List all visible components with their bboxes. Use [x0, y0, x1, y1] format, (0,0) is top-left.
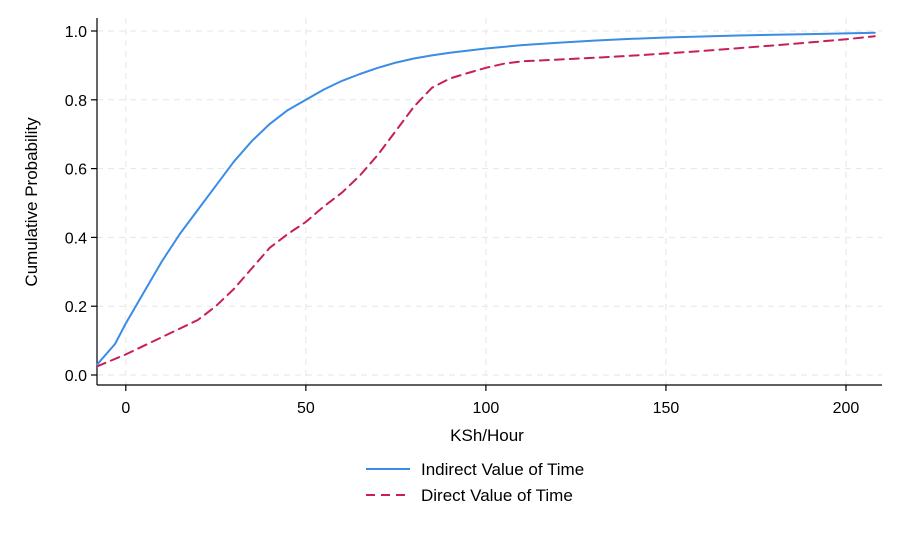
axes — [96, 18, 882, 386]
y-tick-label: 0.0 — [65, 368, 87, 385]
legend: Indirect Value of Time Direct Value of T… — [366, 460, 584, 505]
y-tick-label: 1.0 — [65, 24, 87, 41]
y-tick-label: 0.6 — [65, 162, 87, 179]
x-tick-label: 50 — [297, 400, 315, 417]
x-tick-label: 200 — [833, 400, 860, 417]
legend-label-direct: Direct Value of Time — [421, 486, 573, 505]
y-axis-title: Cumulative Probability — [22, 117, 41, 287]
y-tick-label: 0.4 — [65, 230, 87, 247]
legend-label-indirect: Indirect Value of Time — [421, 460, 584, 479]
x-tick-label: 150 — [653, 400, 680, 417]
x-tick-label: 0 — [121, 400, 130, 417]
series-line-indirect — [96, 31, 876, 366]
y-tick-label: 0.8 — [65, 93, 87, 110]
series-line-direct — [96, 35, 876, 368]
x-axis-title: KSh/Hour — [450, 426, 524, 445]
gridlines — [97, 18, 882, 385]
tick-marks: 0.0 0.2 0.4 0.6 0.8 1.0 0 50 100 150 200 — [65, 24, 860, 417]
x-tick-label: 100 — [473, 400, 500, 417]
series-lines — [96, 31, 876, 368]
y-tick-label: 0.2 — [65, 299, 87, 316]
